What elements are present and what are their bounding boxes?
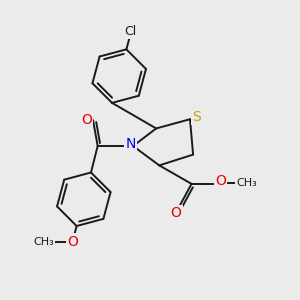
- Text: O: O: [171, 206, 182, 220]
- Text: CH₃: CH₃: [34, 236, 55, 247]
- Text: S: S: [192, 110, 201, 124]
- Text: O: O: [215, 174, 226, 188]
- Text: CH₃: CH₃: [236, 178, 257, 188]
- Text: N: N: [125, 137, 136, 152]
- Text: O: O: [81, 112, 92, 127]
- Text: Cl: Cl: [124, 25, 137, 38]
- Text: O: O: [68, 235, 78, 248]
